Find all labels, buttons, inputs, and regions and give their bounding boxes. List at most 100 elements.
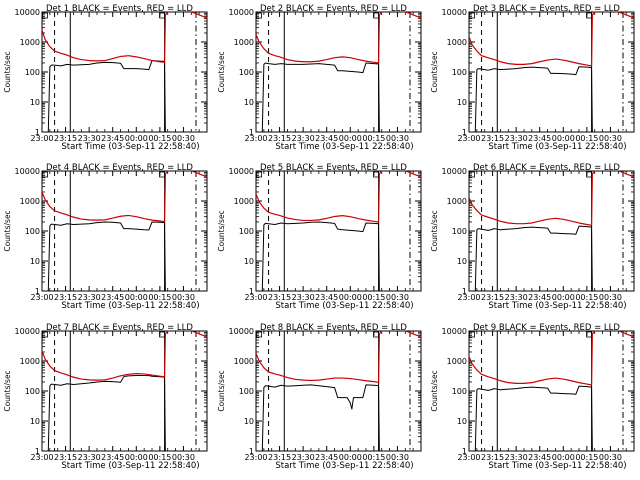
chart-panel-2: 1 10 100 1000 10000 23:00 23:15 23:30 23:45 00:00… xyxy=(217,4,422,152)
x-tick-label: 23:30 xyxy=(292,293,315,302)
x-axis-label: Start Time (03-Sep-11 22:58:40) xyxy=(61,301,199,311)
y-axis-label: Counts/sec xyxy=(430,51,439,92)
y-tick-label: 10000 xyxy=(15,8,40,17)
x-tick-label: 00:15 xyxy=(575,453,598,462)
y-tick-label: 100 xyxy=(239,68,254,77)
x-axis-label: Start Time (03-Sep-11 22:58:40) xyxy=(61,461,199,471)
plot-frame xyxy=(255,170,422,292)
x-tick-label: 23:00 xyxy=(244,453,267,462)
y-tick-label: 100 xyxy=(239,227,254,236)
chart-title: Det 5 BLACK = Events, RED = LLD xyxy=(260,163,407,173)
x-axis-label: Start Time (03-Sep-11 22:58:40) xyxy=(61,142,199,152)
y-axis-label: Counts/sec xyxy=(430,370,439,411)
y-tick-label: 1 xyxy=(35,447,40,456)
y-tick-label: 10000 xyxy=(15,167,40,176)
x-tick-label: 00:30 xyxy=(599,293,622,302)
x-tick-label: 23:15 xyxy=(54,134,77,143)
y-tick-label: 1000 xyxy=(20,197,40,206)
chart-panel-5: 1 10 100 1000 10000 23:00 23:15 23:30 23:45 00:00… xyxy=(217,163,422,311)
start-marker-box xyxy=(42,171,48,178)
series-group xyxy=(469,171,634,291)
start-marker-box xyxy=(42,331,48,338)
plot-frame xyxy=(468,11,635,133)
chart-panel-8: 1 10 100 1000 10000 23:00 23:15 23:30 23:45 00:00… xyxy=(217,323,422,471)
y-axis-label: Counts/sec xyxy=(217,51,226,92)
events-series-line xyxy=(42,60,207,132)
start-marker-box xyxy=(469,171,475,178)
x-tick-label: 23:15 xyxy=(268,134,291,143)
y-axis-label: Counts/sec xyxy=(430,210,439,251)
y-tick-label: 1000 xyxy=(447,38,467,47)
y-tick-label: 1000 xyxy=(20,38,40,47)
y-tick-label: 10 xyxy=(457,98,467,107)
x-tick-label: 23:45 xyxy=(101,134,124,143)
y-tick-label: 1000 xyxy=(234,197,254,206)
events-series-line xyxy=(42,221,207,291)
y-tick-label: 1 xyxy=(462,128,467,137)
end-marker-box xyxy=(586,12,592,19)
end-marker-box xyxy=(586,171,592,178)
y-tick-label: 10 xyxy=(457,257,467,266)
y-tick-label: 10000 xyxy=(442,327,467,336)
x-tick-label: 23:45 xyxy=(101,453,124,462)
x-tick-label: 00:00 xyxy=(339,453,362,462)
y-tick-label: 100 xyxy=(452,227,467,236)
plot-frame xyxy=(255,330,422,452)
y-tick-label: 100 xyxy=(239,387,254,396)
chart-title: Det 7 BLACK = Events, RED = LLD xyxy=(46,323,193,333)
series-group xyxy=(42,12,207,132)
y-tick-label: 100 xyxy=(452,387,467,396)
x-tick-label: 23:00 xyxy=(30,453,53,462)
x-tick-label: 23:30 xyxy=(505,453,528,462)
x-tick-label: 23:45 xyxy=(528,134,551,143)
x-tick-label: 00:00 xyxy=(552,293,575,302)
chart-title: Det 1 BLACK = Events, RED = LLD xyxy=(46,4,193,14)
x-tick-label: 23:30 xyxy=(78,134,101,143)
events-series-line xyxy=(256,221,421,291)
x-tick-label: 23:00 xyxy=(457,134,480,143)
x-axis-label: Start Time (03-Sep-11 22:58:40) xyxy=(488,301,626,311)
y-tick-label: 10 xyxy=(244,257,254,266)
lld-series-line xyxy=(256,12,421,64)
x-tick-label: 23:00 xyxy=(30,293,53,302)
y-tick-label: 1000 xyxy=(234,38,254,47)
lld-series-line xyxy=(469,171,634,226)
chart-panel-1: 1 10 100 1000 10000 23:00 23:15 23:30 23:45 00:00… xyxy=(3,4,208,152)
series-group xyxy=(256,171,421,291)
plot-frame xyxy=(255,11,422,133)
y-tick-label: 10 xyxy=(244,98,254,107)
x-tick-label: 00:15 xyxy=(362,134,385,143)
x-tick-label: 00:15 xyxy=(575,293,598,302)
y-tick-label: 1 xyxy=(462,447,467,456)
x-tick-label: 23:30 xyxy=(505,293,528,302)
x-tick-label: 23:45 xyxy=(101,293,124,302)
y-tick-label: 10 xyxy=(457,417,467,426)
end-marker-box xyxy=(159,171,165,178)
series-group xyxy=(42,171,207,291)
x-tick-label: 00:15 xyxy=(362,453,385,462)
end-marker-box xyxy=(373,331,379,338)
y-tick-label: 1 xyxy=(35,287,40,296)
end-marker-box xyxy=(373,171,379,178)
end-marker-box xyxy=(586,331,592,338)
y-axis-label: Counts/sec xyxy=(217,210,226,251)
x-axis-label: Start Time (03-Sep-11 22:58:40) xyxy=(488,142,626,152)
events-series-line xyxy=(256,62,421,132)
start-marker-box xyxy=(469,12,475,19)
x-tick-label: 23:00 xyxy=(244,293,267,302)
x-tick-label: 00:00 xyxy=(125,134,148,143)
x-tick-label: 00:00 xyxy=(552,453,575,462)
y-tick-label: 1 xyxy=(249,128,254,137)
y-tick-label: 10000 xyxy=(442,8,467,17)
x-tick-label: 23:15 xyxy=(481,293,504,302)
x-tick-label: 00:30 xyxy=(386,293,409,302)
x-tick-label: 23:30 xyxy=(292,453,315,462)
chart-panel-9: 1 10 100 1000 10000 23:00 23:15 23:30 23:45 00:00… xyxy=(430,323,635,471)
x-tick-label: 00:00 xyxy=(125,293,148,302)
y-tick-label: 10000 xyxy=(442,167,467,176)
x-tick-label: 23:30 xyxy=(292,134,315,143)
x-tick-label: 00:30 xyxy=(599,134,622,143)
x-tick-label: 23:00 xyxy=(457,293,480,302)
lld-series-line xyxy=(42,12,207,63)
